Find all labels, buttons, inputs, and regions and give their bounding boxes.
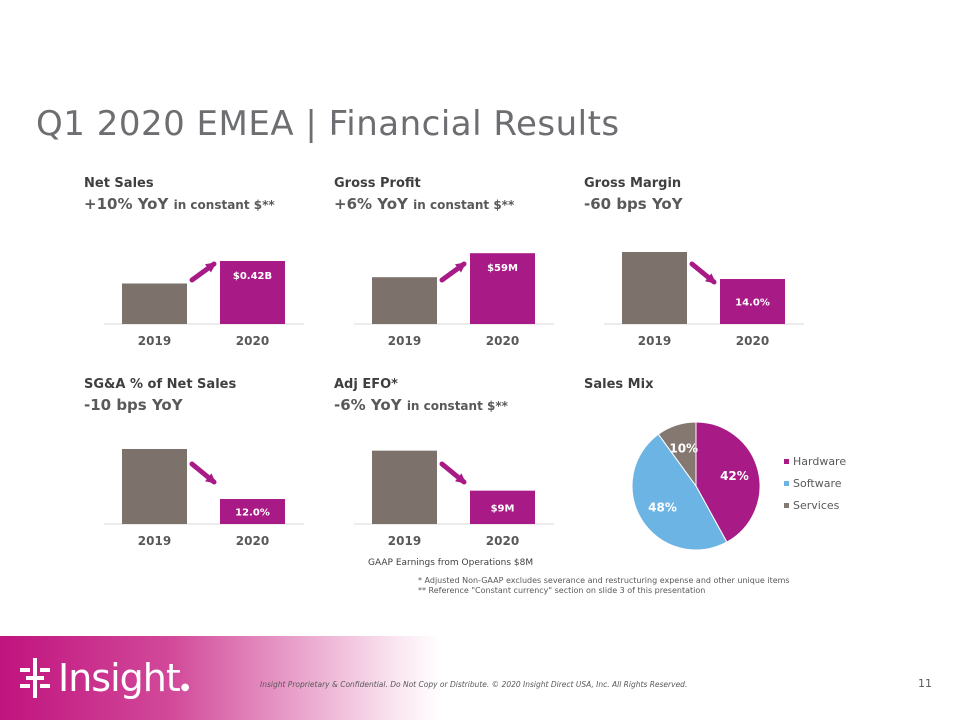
footnote-2: ** Reference "Constant currency" section… — [418, 586, 706, 595]
bar-2019 — [372, 450, 437, 524]
panel-sales-mix: Sales Mix — [584, 377, 804, 392]
tick-label: 2019 — [138, 534, 171, 548]
bar-2019 — [122, 449, 187, 524]
panel-title: Adj EFO* — [334, 377, 398, 392]
tick-label: 2020 — [236, 334, 269, 348]
footnote-1: * Adjusted Non-GAAP excludes severance a… — [418, 576, 790, 585]
panel-subtitle-note: in constant $** — [173, 198, 275, 212]
panel-title: Gross Profit — [334, 176, 421, 191]
pie-data-label: 10% — [669, 441, 698, 455]
panel-subtitle: +6% YoY — [334, 195, 408, 213]
chart-adj-efo: 2019 2020 $9M — [354, 450, 554, 548]
trend-down-arrow-icon — [439, 461, 467, 485]
bar-2020 — [220, 499, 285, 524]
data-label: $9M — [491, 503, 515, 514]
panel-gross-profit: Gross Profit +6% YoY in constant $** — [334, 176, 554, 213]
gaap-note: GAAP Earnings from Operations $8M — [368, 558, 534, 568]
tick-label: 2019 — [638, 334, 671, 348]
legend-swatch — [784, 459, 789, 464]
bar-2019 — [122, 283, 187, 324]
panel-subtitle: +10% YoY — [84, 195, 169, 213]
panel-net-sales: Net Sales +10% YoY in constant $** — [84, 176, 304, 213]
chart-sga: 2019 2020 12.0% — [104, 449, 304, 548]
logo-wordmark: Insight — [58, 656, 181, 700]
panel-gross-margin: Gross Margin -60 bps YoY — [584, 176, 804, 213]
panel-title: SG&A % of Net Sales — [84, 377, 237, 392]
legend-swatch — [784, 503, 789, 508]
tick-label: 2020 — [486, 334, 519, 348]
panel-subtitle: -6% YoY — [334, 396, 402, 414]
bar-2019 — [372, 277, 437, 324]
legend-label: Software — [793, 477, 842, 490]
chart-gross-margin: 2019 2020 14.0% — [604, 252, 804, 348]
legal-notice: Insight Proprietary & Confidential. Do N… — [260, 680, 688, 689]
bar-2020 — [470, 253, 535, 324]
footer-band — [0, 636, 960, 720]
pie-slice-services — [657, 421, 697, 488]
bar-2020 — [220, 261, 285, 324]
slide-title: Q1 2020 EMEA | Financial Results — [36, 104, 620, 144]
tick-label: 2020 — [486, 534, 519, 548]
data-label: 12.0% — [235, 508, 270, 519]
pie-slice-hardware — [695, 421, 761, 543]
insight-mark-icon — [20, 658, 50, 698]
tick-label: 2020 — [236, 534, 269, 548]
pie-slice-software — [631, 433, 728, 551]
panel-sga: SG&A % of Net Sales -10 bps YoY — [84, 377, 304, 414]
pie-data-label: 48% — [648, 500, 677, 514]
bar-2019 — [622, 252, 687, 324]
pie-data-label: 42% — [720, 469, 749, 483]
panel-subtitle-note: in constant $** — [413, 198, 515, 212]
panel-title: Gross Margin — [584, 176, 682, 191]
panel-title: Sales Mix — [584, 377, 654, 392]
panel-adj-efo: Adj EFO* -6% YoY in constant $** — [334, 377, 554, 414]
insight-logo: Insight ● — [18, 656, 190, 700]
trend-up-arrow-icon — [439, 261, 467, 283]
trend-down-arrow-icon — [189, 461, 217, 485]
panel-subtitle-note: in constant $** — [406, 399, 508, 413]
chart-net-sales: 2019 2020 $0.42B — [104, 261, 304, 348]
panel-subtitle: -60 bps YoY — [584, 195, 683, 213]
chart-gross-profit: 2019 2020 $59M — [354, 253, 554, 348]
trend-down-arrow-icon — [689, 261, 717, 285]
legend-swatch — [784, 481, 789, 486]
bar-2020 — [470, 490, 535, 524]
panel-subtitle: -10 bps YoY — [84, 396, 183, 414]
legend-label: Services — [793, 499, 840, 512]
tick-label: 2019 — [388, 534, 421, 548]
page-number: 11 — [918, 677, 932, 690]
panel-title: Net Sales — [84, 176, 154, 191]
tick-label: 2020 — [736, 334, 769, 348]
data-label: $0.42B — [233, 271, 272, 282]
legend-label: Hardware — [793, 455, 846, 468]
chart-sales-mix: 42% 48% 10% Hardware Software Services — [631, 421, 846, 551]
bar-2020 — [720, 279, 785, 324]
trend-up-arrow-icon — [189, 261, 217, 283]
data-label: 14.0% — [735, 298, 770, 309]
tick-label: 2019 — [138, 334, 171, 348]
data-label: $59M — [487, 263, 518, 274]
tick-label: 2019 — [388, 334, 421, 348]
logo-dot: ● — [180, 681, 190, 693]
